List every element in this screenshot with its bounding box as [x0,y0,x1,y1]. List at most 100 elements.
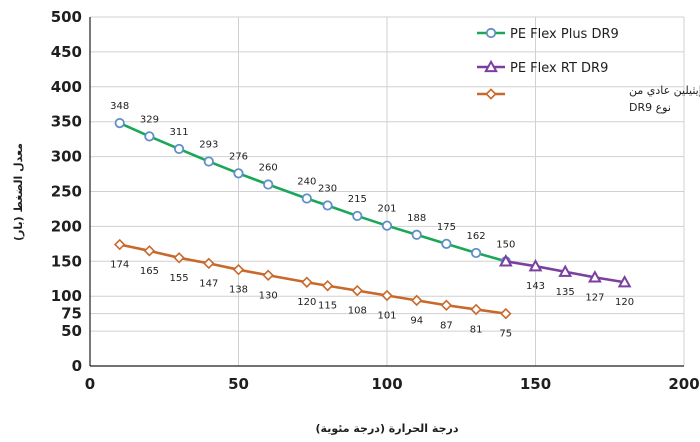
data-label: 240 [297,176,316,187]
data-label: 130 [259,290,278,301]
x-axis-title: درجة الحرارة (درجة مئوية) [316,422,459,435]
series-3 [113,238,512,320]
legend-entry-2: PE Flex RT DR9 [477,59,608,76]
data-point [233,168,244,179]
data-point [203,257,215,270]
y-tick-label: 50 [61,322,82,340]
data-label: 162 [467,231,486,242]
data-label: 81 [470,324,483,335]
data-label: 230 [318,183,337,194]
data-label: 101 [377,311,396,322]
data-point [301,276,313,288]
data-label: 329 [140,114,159,125]
data-point [528,258,543,272]
y-tick-label: 0 [72,357,82,375]
data-label: 87 [440,320,453,331]
data-point [588,270,602,283]
y-tick-label: 350 [51,113,82,131]
data-label: 115 [318,301,337,312]
data-point [381,220,393,231]
data-point [351,284,364,297]
x-tick-label: 100 [371,375,402,393]
data-point [441,238,452,249]
data-point [174,143,185,155]
data-label: 150 [496,239,515,250]
series-line [119,121,507,263]
y-tick-label: 100 [51,287,82,305]
data-label: 165 [140,266,159,277]
data-point [173,252,185,264]
data-label: 138 [229,285,248,296]
x-tick-label: 50 [228,375,249,393]
legend-swatch-marker [485,27,497,39]
data-point [410,294,423,307]
series-2 [498,254,632,288]
legend-swatch-marker [484,59,498,73]
data-point [301,193,312,204]
data-label: 276 [229,151,248,162]
y-axis-title: معدل الضغط (بار) [12,143,25,241]
data-point [558,264,573,277]
data-label: 120 [615,297,634,308]
data-label: 188 [407,213,426,224]
x-tick-label: 200 [668,375,699,393]
data-point [144,131,155,142]
y-tick-label: 400 [51,78,82,96]
data-label: 120 [297,297,316,308]
legend-swatch-marker [485,88,497,100]
data-point [322,200,333,211]
data-point [498,254,513,267]
data-label: 135 [556,287,575,298]
data-label: 174 [110,260,129,271]
data-point [203,156,214,167]
data-point [381,289,393,302]
data-label: 155 [170,273,189,284]
data-label: 108 [348,306,367,317]
data-label: 260 [259,163,278,174]
series-layer [113,117,632,320]
data-label: 147 [199,278,218,289]
data-label: 215 [348,194,367,205]
data-point [232,263,245,276]
data-point [470,303,482,316]
data-point [500,307,512,320]
series-line [119,243,506,315]
legend-label: أنبوب بولي إيثيلين عادي من [629,83,700,97]
data-point [470,247,482,259]
legend-entry-3: أنبوب بولي إيثيلين عادي من نوع DR9 [477,83,700,114]
legend-entry-1: PE Flex Plus DR9 [477,27,619,42]
x-tick-label: 150 [520,375,551,393]
data-label: 175 [437,222,456,233]
data-point [143,245,156,257]
y-tick-label: 150 [51,252,82,270]
legend: PE Flex Plus DR9 PE Flex RT DR9 أنبوب بولي… [477,27,700,114]
y-tick-label: 75 [61,305,82,323]
data-point [352,210,363,222]
data-label: 201 [377,204,396,215]
data-label: 293 [199,139,218,150]
data-point [262,269,274,281]
data-point [411,229,422,240]
axes [89,17,684,367]
data-label: 143 [526,281,545,292]
legend-label: PE Flex RT DR9 [510,61,608,76]
data-label: 75 [499,329,512,340]
data-point [113,238,126,251]
data-label: 311 [170,127,189,138]
data-point [440,299,453,312]
y-tick-label: 300 [51,148,82,166]
data-point [321,279,334,292]
data-label: 94 [410,315,423,326]
series-1 [114,117,511,267]
legend-label: نوع DR9 [629,101,671,114]
y-tick-label: 500 [51,8,82,26]
y-tick-label: 250 [51,183,82,201]
y-tick-label: 450 [51,43,82,61]
y-tick-label: 200 [51,217,82,235]
data-point [263,179,274,190]
data-point [617,274,632,288]
legend-label: PE Flex Plus DR9 [510,27,619,42]
